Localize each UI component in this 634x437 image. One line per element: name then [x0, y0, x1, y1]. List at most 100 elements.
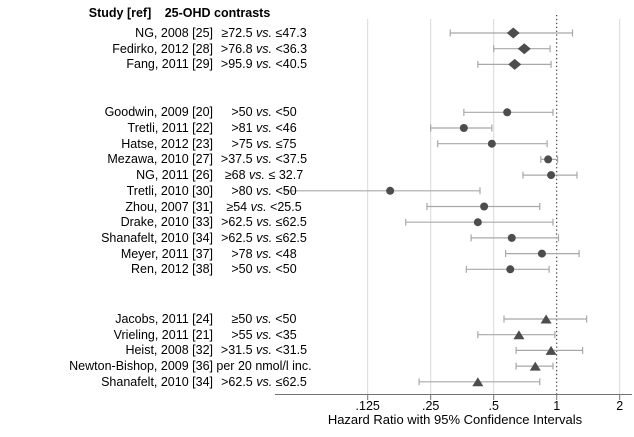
x-tick-label: 2 [616, 399, 624, 413]
contrast-vs: vs. [252, 215, 276, 230]
marker-circle [507, 233, 516, 242]
study-row: Fedirko, 2012 [28] >76.8 vs. <36.3 [0, 41, 320, 57]
contrast-vs: vs. [252, 183, 276, 198]
contrast-label: >95.9 vs. <40.5 [214, 56, 314, 72]
study-label: Ren, 2012 [38] [130, 262, 213, 277]
column-header-contrast: 25-OHD contrasts [164, 6, 271, 20]
contrast-low-value: <46 [275, 121, 297, 135]
marker-circle [547, 171, 556, 180]
study-label: Tretli, 2011 [22] [127, 121, 213, 135]
study-row: NG, 2008 [25] ≥72.5 vs. ≤47.3 [0, 25, 320, 41]
marker-circle [459, 124, 468, 132]
contrast-low-value: <25.5 [270, 199, 302, 214]
study-row: Drake, 2010 [33] >62.5 vs. ≤62.5 [0, 214, 320, 230]
contrast-high-value: ≥50 [231, 312, 253, 326]
study-row: NG, 2011 [26] ≥68 vs. ≤ 32.7 [0, 167, 320, 183]
study-row: Tretli, 2010 [30] >80 vs. <50 [0, 183, 320, 199]
marker-triangle [529, 361, 541, 371]
marker-triangle [472, 377, 484, 387]
marker-circle [537, 249, 546, 258]
contrast-low-value: <31.5 [275, 343, 308, 358]
study-label: Vrieling, 2011 [21] [113, 327, 213, 342]
marker-triangle [545, 345, 557, 355]
study-label: Goodwin, 2009 [20] [104, 105, 213, 120]
contrast-label: ≥72.5 vs. ≤47.3 [214, 25, 314, 41]
marker-diamond [506, 27, 520, 39]
contrast-vs: vs. [252, 262, 276, 277]
contrast-label: >37.5 vs. <37.5 [214, 151, 314, 167]
contrast-label: >80 vs. <50 [214, 183, 314, 199]
marker-diamond [517, 43, 531, 55]
contrast-label: >81 vs. <46 [214, 120, 314, 136]
contrast-high-value: >78 [231, 246, 253, 261]
contrast-vs: vs. [252, 230, 276, 245]
contrast-high-value: >31.5 [220, 343, 253, 358]
contrast-low-value: <40.5 [275, 57, 308, 72]
contrast-label: ≥68 vs. ≤ 32.7 [214, 167, 314, 183]
contrast-high-value: per 20 nmol/l inc. [216, 359, 312, 374]
contrast-label: >55 vs. <35 [214, 327, 314, 343]
study-label: Meyer, 2011 [37] [120, 246, 213, 261]
marker-triangle [540, 314, 552, 324]
contrast-low-value: ≤75 [275, 136, 297, 151]
contrast-high-value: >37.5 [220, 152, 253, 167]
contrast-high-value: ≥54 [226, 199, 248, 214]
contrast-high-value: >95.9 [220, 57, 253, 72]
marker-circle [503, 108, 512, 117]
study-label: Shanafelt, 2010 [34] [101, 230, 213, 245]
contrast-label: >76.8 vs. <36.3 [214, 41, 314, 57]
study-row: Newton-Bishop, 2009 [36] per 20 nmol/l in… [0, 358, 320, 374]
marker-circle [506, 265, 515, 274]
study-row: Vrieling, 2011 [21] >55 vs. <35 [0, 327, 320, 343]
contrast-vs: vs. [247, 199, 271, 214]
contrast-low-value: <50 [275, 262, 297, 277]
study-label: Fang, 2011 [29] [126, 57, 213, 72]
contrast-high-value: ≥72.5 [221, 26, 253, 40]
study-label: Tretli, 2010 [30] [126, 183, 213, 198]
contrast-high-value: >81 [231, 121, 253, 135]
contrast-vs: vs. [252, 374, 276, 389]
contrast-vs: vs. [252, 152, 276, 167]
contrast-low-value: ≤62.5 [275, 230, 307, 245]
contrast-high-value: >55 [231, 327, 253, 342]
study-row: Shanafelt, 2010 [34] >62.5 vs. ≤62.5 [0, 230, 320, 246]
marker-circle [544, 155, 553, 164]
contrast-label: per 20 nmol/l inc. [214, 358, 314, 374]
x-tick-label: 1 [553, 399, 561, 413]
study-row: Jacobs, 2011 [24] ≥50 vs. <50 [0, 311, 320, 327]
study-label: Drake, 2010 [33] [120, 215, 213, 230]
study-row: Heist, 2008 [32] >31.5 vs. <31.5 [0, 342, 320, 358]
contrast-label: >62.5 vs. ≤62.5 [214, 230, 314, 246]
contrast-vs: vs. [252, 105, 276, 120]
study-label: Mezawa, 2010 [27] [107, 152, 213, 167]
study-label: Fedirko, 2012 [28] [112, 41, 213, 56]
contrast-high-value: >50 [231, 105, 253, 120]
study-row: Hatse, 2012 [23] >75 vs. ≤75 [0, 136, 320, 152]
contrast-high-value: >62.5 [221, 374, 253, 389]
study-row: Ren, 2012 [38] >50 vs. <50 [0, 261, 320, 277]
marker-circle [480, 202, 489, 211]
contrast-label: >50 vs. <50 [214, 261, 314, 277]
contrast-label: >62.5 vs. ≤62.5 [214, 374, 314, 390]
marker-triangle [513, 330, 525, 340]
contrast-label: >50 vs. <50 [214, 104, 314, 120]
contrast-low-value: <37.5 [275, 152, 308, 167]
contrast-low-value: <35 [275, 327, 297, 342]
study-row: Mezawa, 2010 [27] >37.5 vs. <37.5 [0, 151, 320, 167]
contrast-low-value: <50 [275, 312, 297, 326]
marker-circle [487, 139, 496, 148]
contrast-vs: vs. [252, 26, 276, 40]
study-label: NG, 2011 [26] [136, 168, 213, 183]
x-tick-label: .5 [488, 399, 499, 413]
contrast-high-value: >62.5 [221, 215, 253, 230]
contrast-vs: vs. [252, 343, 276, 358]
marker-diamond [508, 58, 522, 70]
contrast-vs: vs. [252, 136, 276, 151]
contrast-high-value: >75 [231, 136, 253, 151]
study-label: Shanafelt, 2010 [34] [101, 374, 213, 389]
contrast-low-value: <50 [275, 105, 297, 120]
contrast-low-value: <50 [275, 183, 297, 198]
contrast-low-value: ≤47.3 [275, 26, 307, 40]
